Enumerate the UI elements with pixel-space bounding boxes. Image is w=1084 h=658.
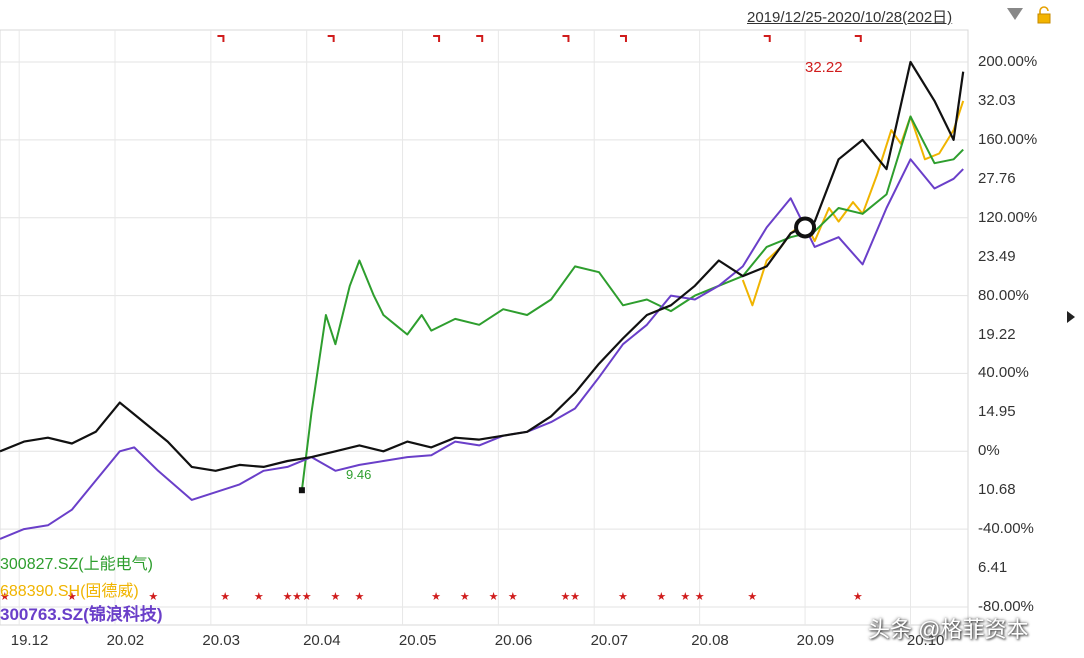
y-percent-tick: -80.00%: [978, 598, 1034, 615]
legend-item-300763[interactable]: 300763.SZ(锦浪科技): [0, 605, 163, 624]
event-marker: [217, 35, 225, 42]
star-marker: ★: [0, 591, 10, 603]
star-marker: ★: [292, 591, 302, 603]
legend-item-688390[interactable]: 688390.SH(固德威): [0, 583, 139, 600]
x-tick: 20.06: [494, 632, 533, 649]
x-tick: 20.05: [398, 632, 437, 649]
series-start-marker: [298, 487, 305, 494]
bottom-markers: ★ ★ ★ ★ ★ ★ ★ ★ ★ ★ ★ ★ ★ ★ ★ ★ ★ ★ ★ ★ ★ ★: [0, 591, 863, 603]
y-price-tick: 6.41: [978, 559, 1008, 577]
star-marker: ★: [220, 591, 230, 603]
series-line: [0, 60, 965, 472]
x-tick: 20.02: [106, 632, 145, 649]
lock-icon[interactable]: [1036, 6, 1052, 24]
star-marker: ★: [331, 591, 341, 603]
star-marker: ★: [254, 591, 264, 603]
star-marker: ★: [302, 591, 312, 603]
x-tick: 20.08: [691, 632, 729, 649]
top-markers: [217, 35, 862, 42]
star-marker: ★: [489, 591, 499, 603]
x-tick: 20.07: [590, 632, 629, 649]
triangle-right-icon[interactable]: [1067, 311, 1075, 323]
x-tick: 20.04: [303, 632, 341, 649]
x-tick: 20.03: [202, 632, 240, 649]
event-marker: [327, 35, 335, 42]
x-tick: 20.09: [796, 632, 835, 649]
star-marker: ★: [508, 591, 518, 603]
y-percent-tick: 80.00%: [978, 286, 1029, 304]
chart-grid: [0, 29, 969, 626]
series-line: [741, 100, 965, 307]
highlight-circle-marker: [794, 216, 817, 239]
star-marker: ★: [680, 591, 690, 603]
legend-item-300827[interactable]: 300827.SZ(上能电气): [0, 556, 153, 573]
x-tick: 19.12: [10, 632, 49, 649]
y-percent-tick: 160.00%: [978, 130, 1038, 148]
star-marker: ★: [853, 591, 863, 603]
star-marker: ★: [618, 591, 628, 603]
y-percent-tick: 40.00%: [978, 364, 1029, 382]
y-price-tick: 23.49: [978, 247, 1016, 265]
series-lines: [0, 60, 965, 540]
event-marker: [433, 35, 441, 42]
y-percent-tick: -40.00%: [978, 520, 1034, 538]
date-range-selector[interactable]: 2019/12/25-2020/10/28(202日): [747, 9, 953, 26]
event-marker: [763, 35, 771, 42]
star-marker: ★: [431, 591, 441, 603]
star-marker: ★: [67, 591, 77, 603]
y-percent-tick: 200.00%: [978, 53, 1038, 70]
chart-toolbar: 2019/12/25-2020/10/28(202日): [0, 0, 1084, 30]
triangle-down-icon[interactable]: [1007, 8, 1023, 20]
x-tick: 20.10: [906, 632, 945, 649]
star-marker: ★: [570, 591, 580, 603]
series-line: [0, 158, 964, 540]
event-marker: [619, 35, 627, 42]
watermark-text: 头条 @格菲资本: [868, 617, 1029, 642]
star-marker: ★: [747, 591, 757, 603]
event-marker: [562, 35, 570, 42]
star-marker: ★: [148, 591, 158, 603]
green-start-label: 9.46: [346, 467, 372, 482]
series-line: [300, 115, 964, 491]
y-price-tick: 32.03: [978, 91, 1016, 109]
y-price-tick: 19.22: [978, 325, 1016, 343]
y-price-tick: 27.76: [978, 169, 1016, 187]
peak-value-label: 32.22: [805, 59, 843, 76]
y-price-tick: 10.68: [978, 481, 1016, 499]
y-percent-tick: 120.00%: [978, 208, 1038, 226]
star-marker: ★: [561, 591, 571, 603]
event-marker: [854, 35, 862, 42]
star-marker: ★: [283, 591, 293, 603]
y-percent-tick: 0%: [978, 442, 1000, 460]
star-marker: ★: [695, 591, 705, 603]
star-marker: ★: [460, 591, 470, 603]
star-marker: ★: [656, 591, 666, 603]
star-marker: ★: [354, 591, 364, 603]
y-price-tick: 14.95: [978, 403, 1016, 421]
plot-frame: [0, 29, 969, 626]
event-marker: [476, 35, 484, 42]
